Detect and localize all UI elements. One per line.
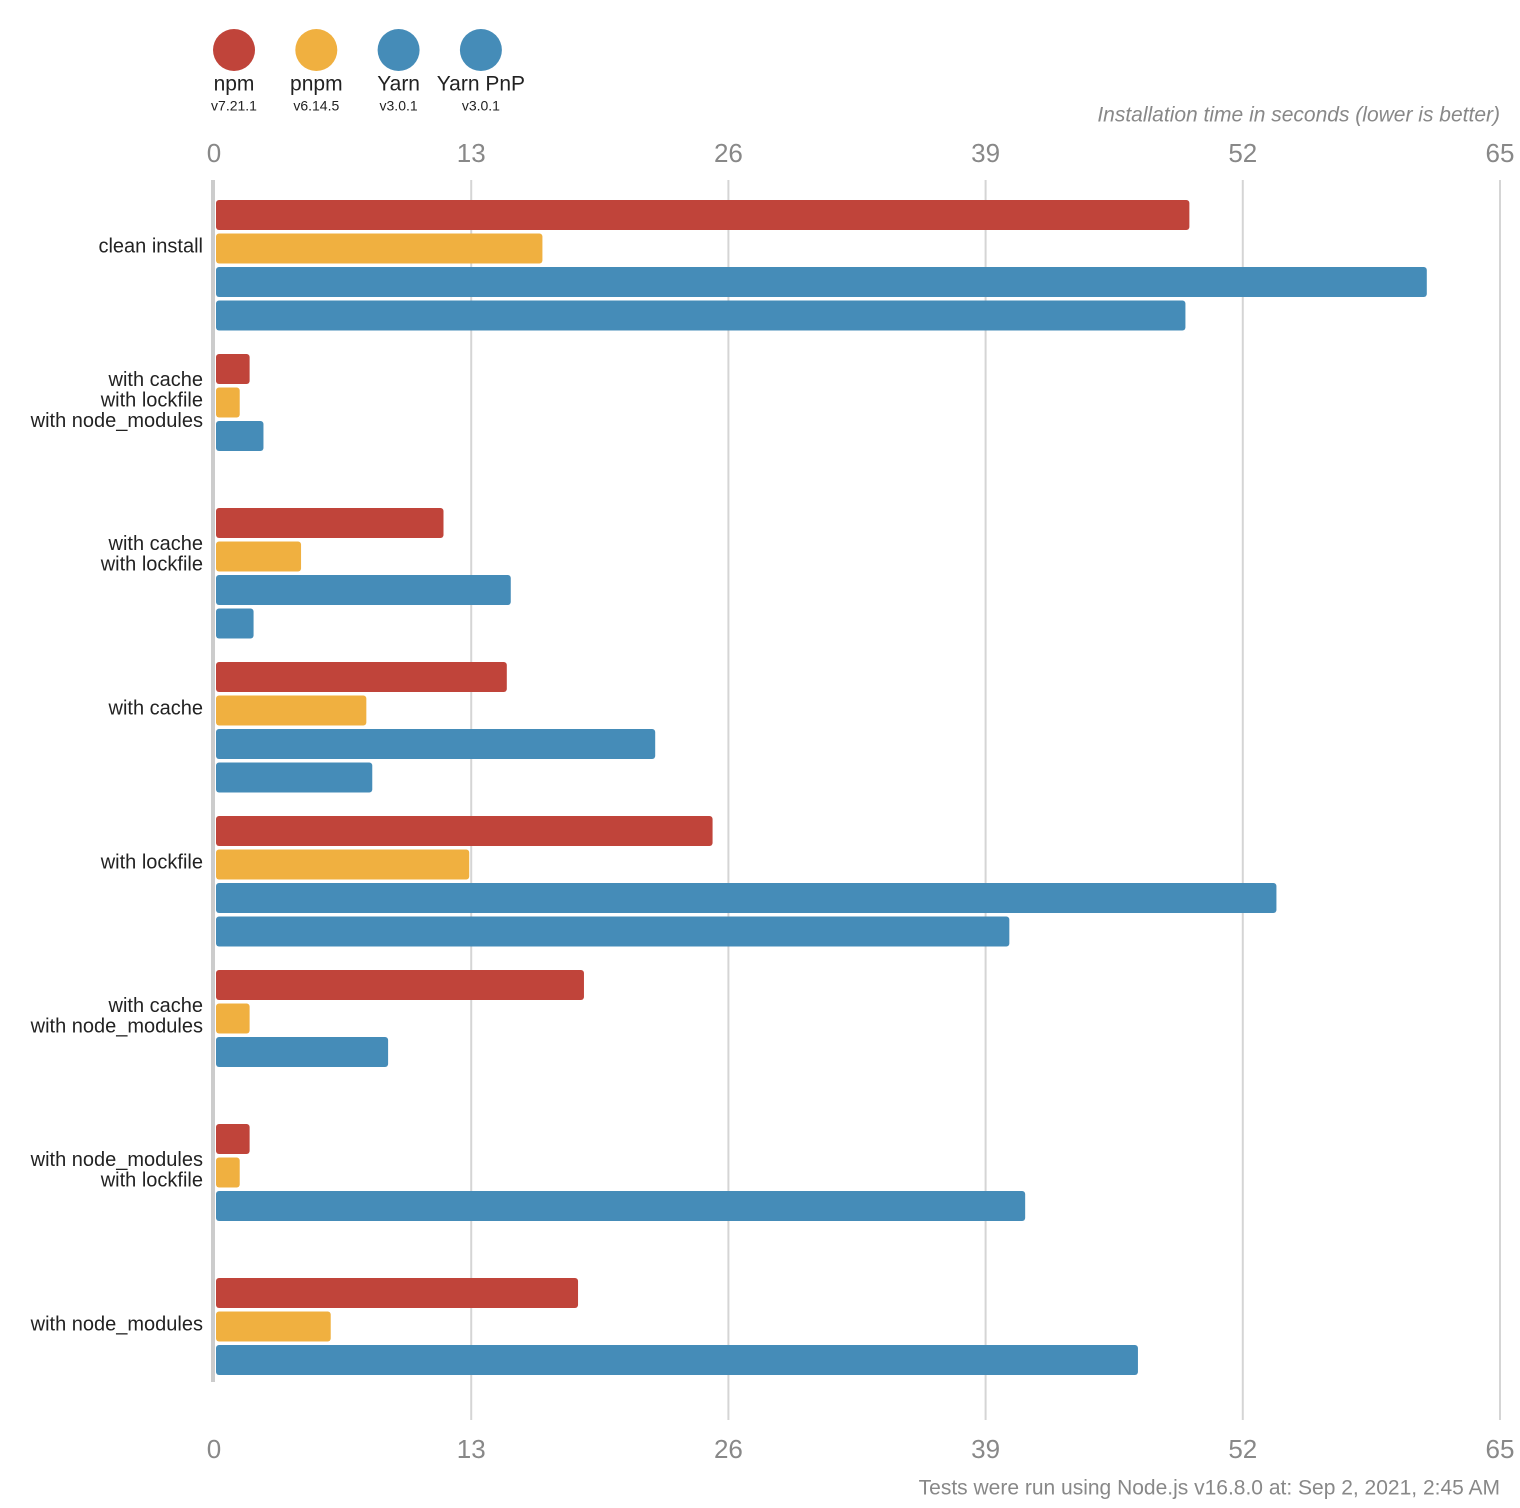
x-tick-label: 26 <box>714 1434 743 1464</box>
y-tick-label: with cache <box>108 533 204 555</box>
footnote: Tests were run using Node.js v16.8.0 at:… <box>919 1477 1500 1500</box>
bar <box>216 662 507 692</box>
legend-label: Yarn <box>377 73 420 96</box>
y-tick-label: with lockfile <box>100 554 203 576</box>
x-tick-label: 0 <box>207 1434 221 1464</box>
y-tick-label: with lockfile <box>100 851 203 873</box>
bar <box>216 1345 1138 1375</box>
bar <box>216 849 470 880</box>
bar <box>216 267 1427 297</box>
bar <box>216 729 656 759</box>
legend-version: v3.0.1 <box>380 98 418 114</box>
x-tick-label: 65 <box>1486 1434 1515 1464</box>
bar <box>216 916 1010 947</box>
legend-marker <box>377 29 420 71</box>
legend-version: v6.14.5 <box>293 98 339 114</box>
bar <box>216 1278 579 1308</box>
bar <box>216 354 250 384</box>
x-tick-label: 26 <box>714 138 743 168</box>
x-tick-label: 52 <box>1228 1434 1257 1464</box>
y-tick-label: with node_modules <box>30 1313 203 1335</box>
y-tick-label: with cache <box>108 995 204 1017</box>
bar <box>216 1124 250 1154</box>
bar <box>216 300 1186 331</box>
bar <box>216 508 444 538</box>
y-tick-label: with lockfile <box>100 1170 203 1192</box>
bar <box>216 541 302 572</box>
bar <box>216 1003 250 1034</box>
y-tick-label: with cache <box>108 697 204 719</box>
x-tick-label: 39 <box>971 1434 1000 1464</box>
bar <box>216 883 1277 913</box>
bar <box>216 970 584 1000</box>
x-tick-label: 0 <box>207 138 221 168</box>
legend-marker <box>459 29 502 71</box>
bar <box>216 575 511 605</box>
bar <box>216 1311 331 1342</box>
bar <box>216 762 373 793</box>
legend-label: npm <box>214 73 255 96</box>
legend-marker <box>295 29 338 71</box>
legend-version: v7.21.1 <box>211 98 257 114</box>
bar <box>216 1157 240 1188</box>
legend-marker <box>213 29 255 71</box>
x-tick-label: 65 <box>1486 138 1515 168</box>
x-tick-label: 52 <box>1228 138 1257 168</box>
legend-label: Yarn PnP <box>437 73 525 96</box>
legend-label: pnpm <box>290 73 343 96</box>
bar <box>216 421 264 451</box>
bar <box>216 233 543 264</box>
bar <box>216 608 254 639</box>
bar <box>216 1191 1026 1221</box>
y-tick-label: with node_modules <box>30 410 203 432</box>
bar <box>216 200 1190 230</box>
bar <box>216 695 367 726</box>
y-tick-label: with cache <box>108 369 204 391</box>
x-tick-label: 39 <box>971 138 1000 168</box>
bar <box>216 1037 389 1067</box>
legend-version: v3.0.1 <box>462 98 500 114</box>
y-tick-label: with lockfile <box>100 389 203 411</box>
y-tick-label: with node_modules <box>30 1016 203 1038</box>
y-tick-label: clean install <box>98 235 203 257</box>
x-tick-label: 13 <box>457 1434 486 1464</box>
bar <box>216 816 713 846</box>
x-tick-label: 13 <box>457 138 486 168</box>
x-axis-label: Installation time in seconds (lower is b… <box>1097 104 1500 127</box>
y-tick-label: with node_modules <box>30 1149 203 1171</box>
bar <box>216 387 240 418</box>
